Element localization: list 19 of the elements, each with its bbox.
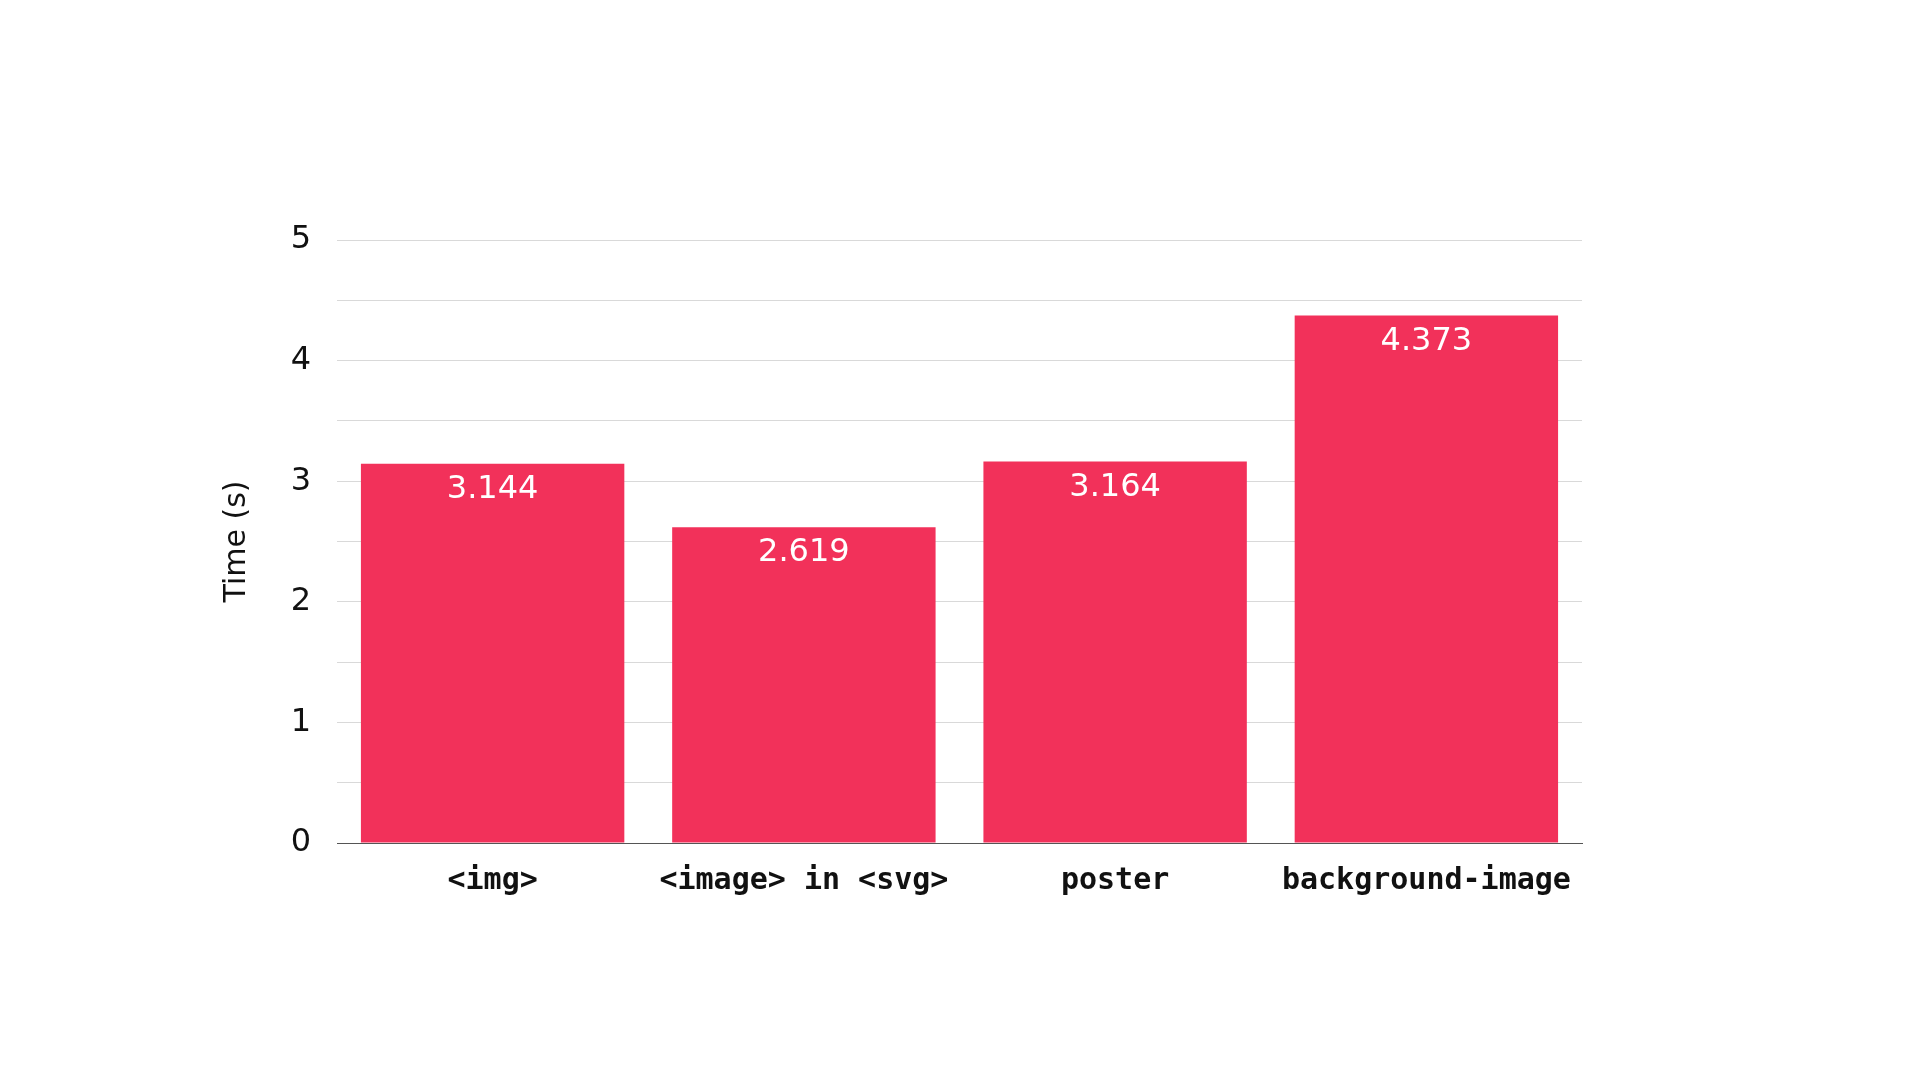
x-tick-label: poster xyxy=(1060,860,1170,896)
y-tick-label: 5 xyxy=(290,218,311,257)
y-tick-label: 2 xyxy=(290,580,311,619)
x-tick-label: <img> xyxy=(447,860,538,896)
data-label: 4.373 xyxy=(1380,319,1473,358)
y-tick-label: 0 xyxy=(290,821,311,860)
y-tick-label: 1 xyxy=(290,700,311,739)
x-tick-label: background-image xyxy=(1281,860,1571,896)
bar xyxy=(1294,315,1559,843)
y-tick-label: 4 xyxy=(290,338,311,377)
y-axis-title: Time (s) xyxy=(216,480,252,604)
bar xyxy=(983,461,1247,843)
data-label: 3.164 xyxy=(1069,465,1161,504)
bar xyxy=(360,463,625,843)
x-tick-label: <image> in <svg> xyxy=(659,860,949,896)
data-label: 2.619 xyxy=(758,531,850,570)
y-tick-label: 3 xyxy=(290,459,311,498)
data-label: 3.144 xyxy=(446,468,539,507)
bar xyxy=(672,527,936,843)
